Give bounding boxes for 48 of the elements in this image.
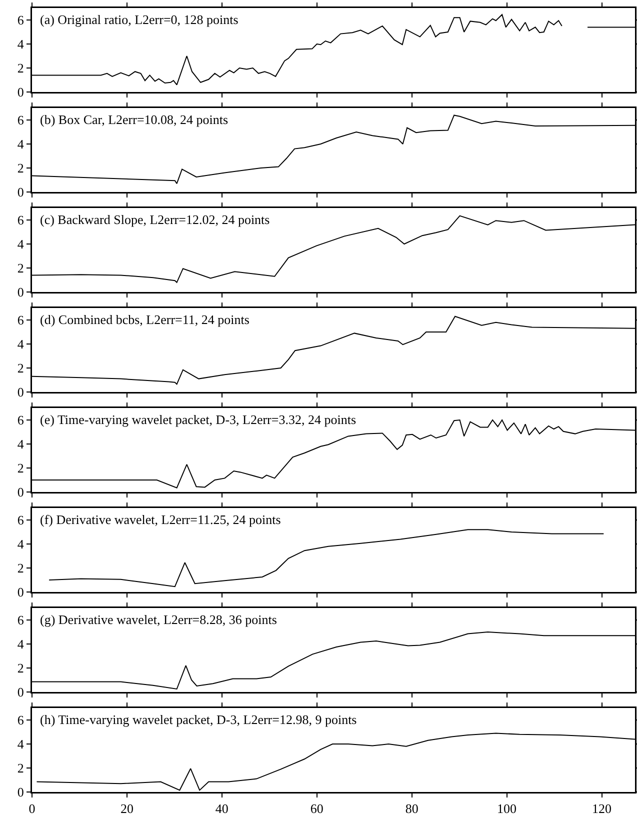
y-tick-label: 4 xyxy=(17,436,24,452)
y-tick-label: 2 xyxy=(17,260,24,276)
chart-title: (g) Derivative wavelet, L2err=8.28, 36 points xyxy=(40,612,277,627)
y-tick-label: 0 xyxy=(17,84,24,100)
y-tick-label: 4 xyxy=(17,236,24,252)
y-tick-label: 0 xyxy=(17,384,24,400)
x-tick-label: 20 xyxy=(120,801,134,816)
chart-title: (f) Derivative wavelet, L2err=11.25, 24 points xyxy=(40,512,281,527)
chart-title: (d) Combined bcbs, L2err=11, 24 points xyxy=(40,312,250,327)
y-tick-label: 4 xyxy=(17,636,24,652)
y-tick-label: 6 xyxy=(17,212,24,228)
y-tick-label: 0 xyxy=(17,284,24,300)
x-tick-label: 100 xyxy=(497,801,517,816)
chart-title: (e) Time-varying wavelet packet, D-3, L2err=3.32, 24 points xyxy=(40,412,356,427)
y-tick-label: 6 xyxy=(17,612,24,628)
y-tick-label: 4 xyxy=(17,336,24,352)
y-tick-label: 2 xyxy=(17,60,24,76)
chart-title: (c) Backward Slope, L2err=12.02, 24 points xyxy=(40,212,270,227)
chart-title: (h) Time-varying wavelet packet, D-3, L2err=12.98, 9 points xyxy=(40,712,357,727)
y-tick-label: 2 xyxy=(17,560,24,576)
y-tick-label: 4 xyxy=(17,736,24,752)
y-tick-label: 2 xyxy=(17,660,24,676)
x-tick-label: 120 xyxy=(592,801,612,816)
y-tick-label: 6 xyxy=(17,712,24,728)
y-tick-label: 2 xyxy=(17,360,24,376)
line-series xyxy=(48,529,604,588)
y-tick-label: 0 xyxy=(17,184,24,200)
y-tick-label: 2 xyxy=(17,760,24,776)
y-tick-label: 6 xyxy=(17,412,24,428)
y-tick-label: 6 xyxy=(17,512,24,528)
y-tick-label: 0 xyxy=(17,784,24,800)
y-tick-label: 6 xyxy=(17,112,24,128)
y-tick-label: 4 xyxy=(17,136,24,152)
chart-title: (b) Box Car, L2err=10.08, 24 points xyxy=(40,112,228,127)
y-tick-label: 2 xyxy=(17,460,24,476)
x-tick-label: 80 xyxy=(405,801,418,816)
y-tick-label: 6 xyxy=(17,312,24,328)
y-tick-label: 4 xyxy=(17,536,24,552)
y-tick-label: 6 xyxy=(17,12,24,28)
x-tick-label: 0 xyxy=(28,801,36,816)
y-tick-label: 2 xyxy=(17,160,24,176)
y-tick-label: 0 xyxy=(17,484,24,500)
y-tick-label: 0 xyxy=(17,584,24,600)
y-tick-label: 0 xyxy=(17,684,24,700)
y-tick-label: 4 xyxy=(17,36,24,52)
x-tick-label: 40 xyxy=(215,801,228,816)
x-tick-label: 60 xyxy=(310,801,324,816)
chart-title: (a) Original ratio, L2err=0, 128 points xyxy=(40,12,238,27)
